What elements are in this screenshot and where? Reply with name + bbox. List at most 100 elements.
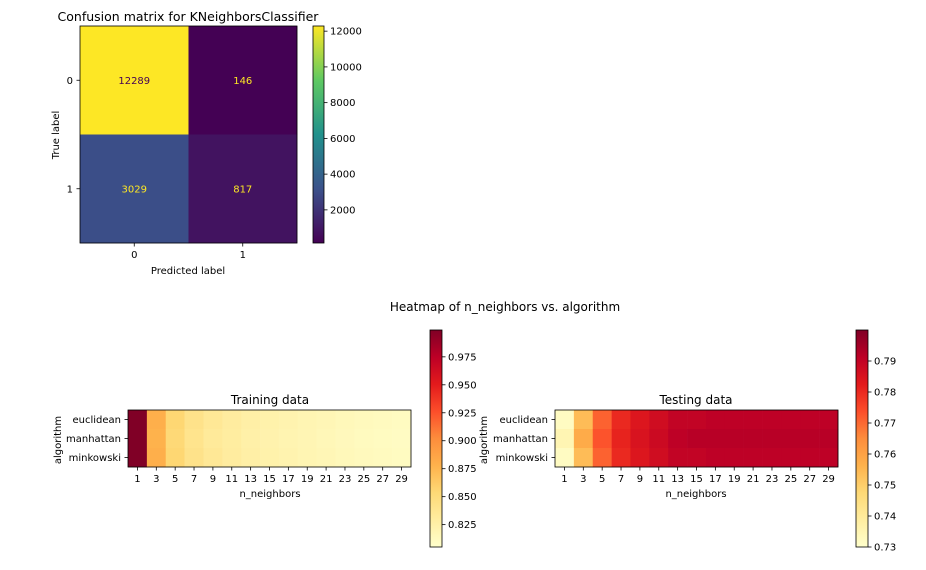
y-tick-label: manhattan [493, 434, 548, 445]
confusion-matrix-title: Confusion matrix for KNeighborsClassifie… [58, 9, 320, 24]
training-heatmap-colorbar [429, 329, 443, 548]
heatmap-cell [165, 410, 185, 430]
cell-value-label: 3029 [122, 184, 147, 195]
heatmap-cell [241, 448, 261, 468]
x-tick-label: 17 [709, 474, 722, 485]
colorbar-tick-label: 0.825 [448, 520, 477, 531]
colorbar-tick-label: 12000 [330, 27, 362, 38]
heatmap-cell [241, 410, 261, 430]
colorbar-tick-label: 0.925 [448, 408, 477, 419]
heatmap-cell [687, 448, 707, 468]
heatmap-cell [592, 448, 612, 468]
heatmap-cell [611, 410, 631, 430]
heatmap-cell [260, 448, 280, 468]
heatmap-cell [649, 429, 669, 449]
x-tick-label: 21 [747, 474, 760, 485]
colorbar-tick-label: 0.900 [448, 436, 477, 447]
confusion-matrix-panel: Confusion matrix for KNeighborsClassifie… [51, 9, 362, 277]
heatmap-cell [649, 448, 669, 468]
heatmap-cell [373, 448, 393, 468]
heatmap-cell [222, 410, 242, 430]
confusion-matrix-xlabel: Predicted label [151, 266, 225, 277]
heatmap-cell [743, 429, 763, 449]
confusion-matrix-y-ticks: 01 [67, 76, 80, 195]
confusion-matrix-colorbar [312, 25, 325, 244]
x-tick-label: 13 [244, 474, 257, 485]
colorbar-tick-label: 0.975 [448, 352, 477, 363]
heatmap-cell [555, 410, 575, 430]
testing-heatmap-cells [555, 410, 839, 468]
colorbar-tick-label: 0.77 [874, 419, 896, 430]
y-tick-label: 1 [67, 184, 73, 195]
x-tick-label: 29 [822, 474, 835, 485]
heatmap-cell [724, 429, 744, 449]
heatmap-cell [724, 448, 744, 468]
heatmap-cell [668, 429, 688, 449]
heatmap-cell [354, 429, 374, 449]
heatmap-cell [335, 410, 355, 430]
heatmap-cell [762, 429, 782, 449]
training-heatmap-y-ticks: euclidean manhattan minkowski [66, 415, 128, 464]
colorbar-tick-label: 2000 [330, 205, 355, 216]
heatmap-cell [80, 134, 189, 244]
heatmap-cell [630, 448, 650, 468]
x-tick-label: 23 [766, 474, 779, 485]
x-tick-label: 19 [728, 474, 741, 485]
x-tick-label: 21 [320, 474, 333, 485]
cell-value-label: 146 [233, 76, 252, 87]
heatmap-cell [592, 410, 612, 430]
x-tick-label: 29 [395, 474, 408, 485]
y-tick-label: 0 [67, 76, 73, 87]
heatmap-cell [354, 448, 374, 468]
x-tick-label: 9 [210, 474, 216, 485]
x-tick-label: 23 [339, 474, 352, 485]
x-tick-label: 3 [153, 474, 159, 485]
heatmap-cell [781, 410, 801, 430]
x-tick-label: 11 [652, 474, 665, 485]
heatmap-cell [762, 410, 782, 430]
heatmap-cell [128, 429, 148, 449]
colorbar-tick-label: 4000 [330, 170, 355, 181]
heatmap-cell [555, 429, 575, 449]
heatmap-cell [222, 448, 242, 468]
heatmap-cell [649, 410, 669, 430]
heatmap-cell [128, 448, 148, 468]
colorbar-tick-label: 0.950 [448, 380, 477, 391]
colorbar-tick-label: 0.76 [874, 450, 896, 461]
heatmap-cell [687, 410, 707, 430]
testing-heatmap-ylabel: algorithm [479, 416, 490, 464]
heatmap-cell [278, 410, 299, 430]
heatmap-cell [573, 429, 594, 449]
heatmap-cell [373, 429, 393, 449]
heatmap-cell [184, 429, 204, 449]
heatmap-cell [819, 448, 839, 468]
x-tick-label: 19 [301, 474, 314, 485]
heatmap-cell [819, 410, 839, 430]
heatmap-cell [146, 410, 167, 430]
cell-value-label: 817 [233, 184, 252, 195]
heatmap-cell [743, 448, 763, 468]
heatmap-cell [260, 410, 280, 430]
training-heatmap-panel: Training data 1 3 5 7 9 11 13 15 17 19 21 23 25 27 29 … [53, 329, 477, 548]
y-tick-label: minkowski [496, 453, 548, 464]
heatmap-cell [819, 429, 839, 449]
x-tick-label: 27 [803, 474, 816, 485]
testing-heatmap-colorbar [855, 329, 869, 548]
heatmap-cell [762, 448, 782, 468]
x-tick-label: 5 [599, 474, 605, 485]
heatmap-cell [800, 410, 820, 430]
x-tick-label: 7 [618, 474, 624, 485]
testing-heatmap-title: Testing data [658, 393, 732, 407]
heatmap-cell [705, 448, 726, 468]
x-tick-label: 27 [376, 474, 389, 485]
heatmap-cell [203, 429, 223, 449]
colorbar-tick-label: 0.875 [448, 464, 477, 475]
heatmap-cell [573, 448, 594, 468]
heatmap-cell [297, 410, 317, 430]
heatmap-cell [354, 410, 374, 430]
x-tick-label: 13 [671, 474, 684, 485]
heatmap-cell [278, 429, 299, 449]
heatmap-cell [800, 448, 820, 468]
training-heatmap-ylabel: algorithm [53, 416, 64, 464]
